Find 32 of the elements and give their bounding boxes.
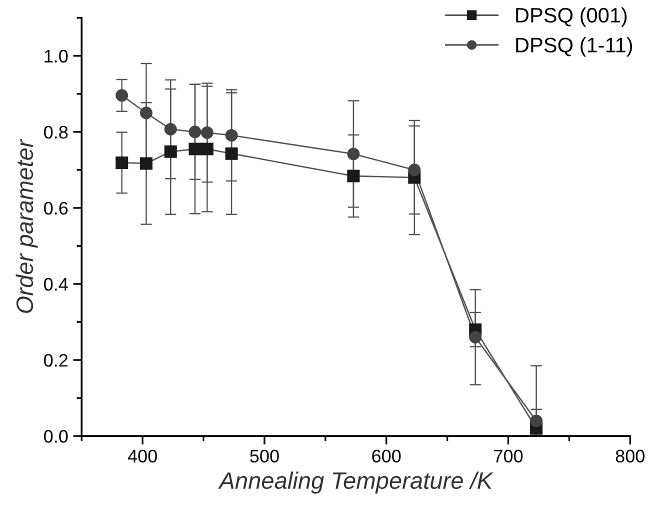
point [469, 330, 482, 344]
x-tick-label: 400 [128, 450, 157, 463]
x-tick-label: 700 [494, 450, 523, 463]
point [347, 170, 360, 182]
point [530, 414, 543, 428]
point [164, 122, 177, 136]
y-tick-label: 0.4 [44, 278, 68, 291]
y-tick-label: 0.0 [44, 430, 68, 443]
point [200, 126, 214, 139]
y-tick-label: 0.8 [44, 126, 68, 139]
y-axis-title: Order parameter [16, 138, 38, 313]
point [408, 164, 421, 176]
point [188, 142, 202, 156]
point [225, 129, 238, 142]
y-tick-label: 0.2 [44, 354, 68, 367]
point [140, 106, 152, 120]
point [140, 157, 152, 170]
y-tick-label: 1.0 [44, 50, 68, 63]
x-tick-label: 500 [250, 450, 279, 463]
point [225, 147, 238, 160]
point [116, 89, 128, 102]
x-axis-title: Annealing Temperature /K [218, 472, 494, 494]
x-tick-label: 800 [616, 450, 645, 463]
x-tick-label: 600 [372, 450, 401, 463]
point [116, 156, 128, 169]
y-tick-label: 0.6 [44, 202, 68, 215]
legend-label: DPSQ (1-11) [516, 37, 632, 57]
point [188, 126, 202, 138]
point [164, 145, 177, 158]
legend-label: DPSQ (001) [516, 7, 627, 27]
point [200, 142, 214, 156]
point [347, 148, 360, 160]
